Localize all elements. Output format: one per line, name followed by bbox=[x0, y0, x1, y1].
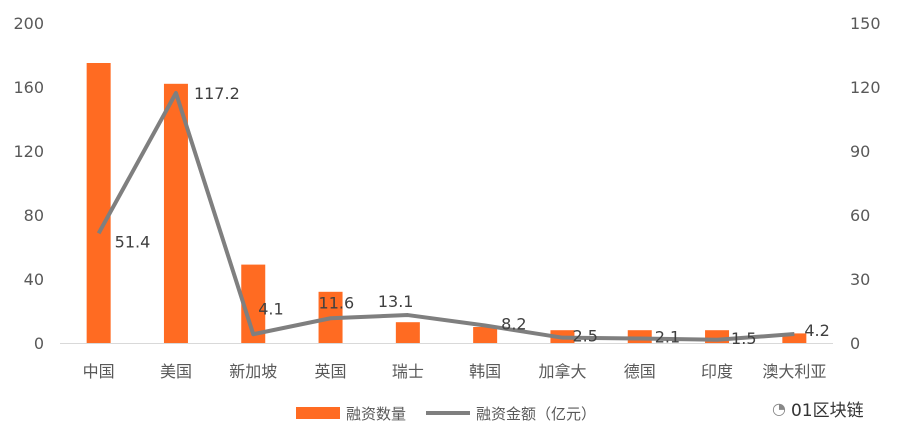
data-label: 4.1 bbox=[258, 299, 283, 318]
y-right-tick-label: 120 bbox=[850, 78, 881, 97]
x-tick-label: 韩国 bbox=[469, 362, 501, 381]
data-label: 117.2 bbox=[194, 84, 240, 103]
wechat-icon: ◔ bbox=[772, 399, 786, 418]
bar bbox=[86, 63, 111, 343]
line-series bbox=[96, 90, 795, 342]
data-label: 2.5 bbox=[572, 327, 597, 346]
x-tick-label: 瑞士 bbox=[392, 362, 424, 381]
x-tick-label: 德国 bbox=[624, 362, 656, 381]
data-label: 11.6 bbox=[319, 293, 355, 312]
x-tick-label: 新加坡 bbox=[229, 362, 277, 381]
watermark: ◔ 01区块链 bbox=[772, 396, 864, 421]
data-label: 2.1 bbox=[655, 328, 680, 347]
bar bbox=[395, 322, 420, 343]
y-right-tick-label: 60 bbox=[850, 206, 870, 225]
x-tick-label: 中国 bbox=[83, 362, 115, 381]
x-tick-label: 美国 bbox=[160, 362, 192, 381]
bar bbox=[782, 333, 807, 343]
y-right-tick-label: 150 bbox=[850, 14, 881, 33]
data-label: 8.2 bbox=[501, 315, 526, 334]
x-tick-label: 加拿大 bbox=[538, 362, 586, 381]
y-right-tick-label: 30 bbox=[850, 270, 870, 289]
watermark-text: 01区块链 bbox=[790, 401, 864, 421]
legend-label: 融资数量 bbox=[346, 405, 406, 423]
bar bbox=[163, 83, 188, 344]
data-label: 4.2 bbox=[804, 321, 829, 340]
data-label: 51.4 bbox=[115, 232, 151, 251]
y-right-tick-label: 0 bbox=[850, 334, 860, 353]
x-tick-label: 澳大利亚 bbox=[762, 362, 826, 381]
legend-swatch-bar bbox=[296, 407, 340, 419]
y-left-tick-label: 0 bbox=[34, 334, 44, 353]
y-left-tick-label: 120 bbox=[13, 142, 44, 161]
y-right-tick-label: 90 bbox=[850, 142, 870, 161]
data-label: 1.5 bbox=[731, 329, 756, 348]
x-tick-label: 印度 bbox=[701, 362, 733, 381]
y-left-tick-label: 80 bbox=[24, 206, 44, 225]
y-left-tick-label: 160 bbox=[13, 78, 44, 97]
legend-label: 融资金额（亿元） bbox=[476, 405, 596, 423]
y-left-tick-label: 40 bbox=[24, 270, 44, 289]
x-tick-label: 英国 bbox=[315, 362, 347, 381]
y-left-tick-label: 200 bbox=[13, 14, 44, 33]
bar bbox=[473, 327, 498, 343]
data-label: 13.1 bbox=[378, 292, 414, 311]
